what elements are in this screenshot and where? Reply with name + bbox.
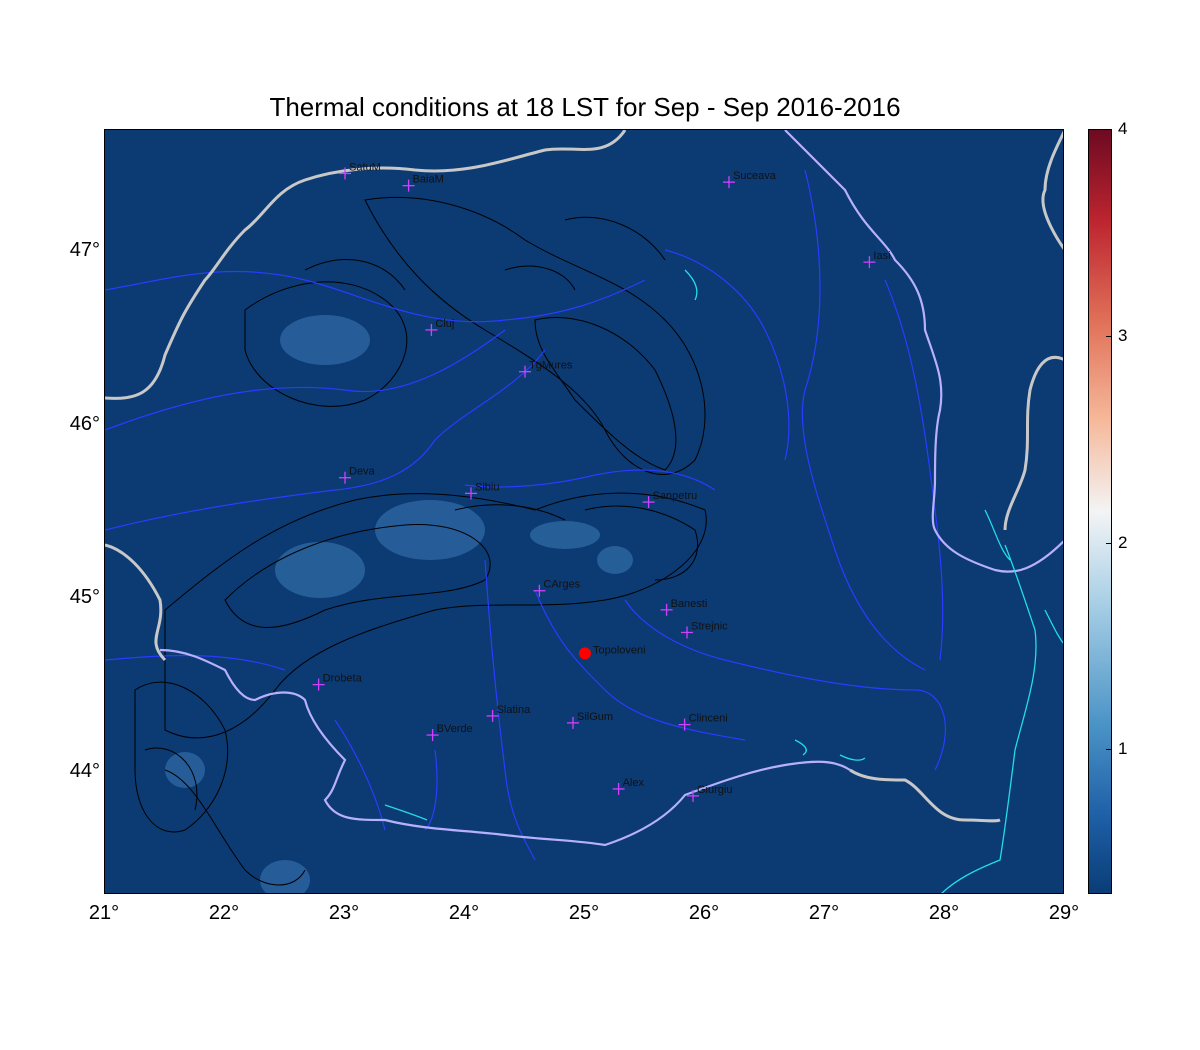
map-title: Thermal conditions at 18 LST for Sep - S…	[269, 92, 901, 122]
colorbar-tick	[1106, 749, 1112, 751]
station-label: Clinceni	[689, 713, 728, 725]
x-tick-label: 24°	[448, 902, 480, 924]
station-deva: Deva	[339, 466, 376, 484]
station-bverde: BVerde	[426, 723, 473, 742]
colorbar-tick	[1106, 335, 1112, 337]
station-strejnic: Strejnic	[681, 620, 728, 639]
station-drobeta: Drobeta	[312, 673, 363, 691]
station-label: Alex	[623, 777, 645, 789]
station-baiam: BaiaM	[402, 174, 444, 192]
station-label: Giurgiu	[697, 784, 732, 796]
station-sanpetru: Sanpetru	[642, 490, 698, 509]
station-slatina: Slatina	[486, 704, 532, 722]
station-suceava: Suceava	[723, 170, 777, 189]
y-tick-label: 45°	[69, 586, 100, 609]
x-tick-label: 25°	[568, 902, 600, 924]
station-cluj: Cluj	[425, 318, 454, 336]
colorbar-tick-label: 2	[1118, 532, 1128, 552]
colorbar-tick-label: 1	[1118, 739, 1128, 759]
x-tick-label: 29°	[1048, 902, 1080, 924]
station-label: Slatina	[497, 704, 532, 716]
map-canvas: SatuM BaiaM Suceava Iasi Cluj TgMures Deva Sibi…	[105, 130, 1063, 893]
rivers	[105, 169, 946, 861]
station-satum: SatuM	[339, 161, 381, 180]
x-tick-label: 21°	[88, 902, 120, 924]
station-label: TgMures	[529, 360, 573, 372]
station-label: CArges	[543, 579, 580, 591]
y-tick-label: 47°	[69, 238, 100, 261]
x-tick-label: 28°	[928, 902, 960, 924]
station-label: BVerde	[437, 723, 473, 735]
station-tgmures: TgMures	[519, 360, 573, 378]
station-banesti: Banesti	[660, 598, 708, 616]
colorbar-tick-label: 4	[1118, 119, 1128, 138]
y-tick-label: 44°	[69, 760, 100, 783]
station-sibiu: Sibiu	[465, 481, 499, 500]
map-background	[105, 130, 1063, 893]
romania-border	[159, 130, 1063, 847]
station-clinceni: Clinceni	[678, 713, 728, 731]
station-label: Drobeta	[323, 673, 363, 685]
x-tick-label: 23°	[328, 902, 360, 924]
coastline	[384, 269, 1063, 893]
x-tick-label: 27°	[808, 902, 840, 924]
station-label: Cluj	[435, 318, 454, 330]
station-label: Sanpetru	[653, 490, 698, 502]
highlight-dot	[579, 647, 591, 660]
country-borders	[105, 130, 1063, 823]
station-silgum: SilGum	[567, 711, 613, 729]
colorbar-tick-label: 3	[1118, 325, 1128, 345]
terrain-contours	[134, 196, 707, 886]
station-carges: CArges	[533, 579, 581, 597]
station-alex: Alex	[612, 777, 645, 795]
x-tick-label: 22°	[208, 902, 240, 924]
station-label: Banesti	[671, 598, 708, 610]
highlight-label: Topoloveni	[593, 644, 646, 656]
station-iasi: Iasi	[863, 250, 891, 269]
station-label: Sibiu	[475, 481, 499, 493]
station-label: Suceava	[733, 170, 777, 182]
station-label: Strejnic	[691, 620, 728, 632]
station-giurgiu: Giurgiu	[687, 784, 732, 802]
station-label: SilGum	[577, 711, 613, 723]
colorbar	[1088, 129, 1112, 894]
station-markers: SatuM BaiaM Suceava Iasi Cluj TgMures Deva Sibi…	[312, 161, 891, 802]
station-label: Deva	[349, 466, 376, 478]
colorbar-tick	[1106, 542, 1112, 544]
highlight-marker: Topoloveni	[579, 644, 646, 660]
colorbar-tick	[1106, 129, 1112, 130]
station-label: BaiaM	[413, 174, 444, 186]
map-panel: SatuM BaiaM Suceava Iasi Cluj TgMures Deva Sibi…	[104, 129, 1064, 894]
y-tick-label: 46°	[69, 412, 100, 435]
station-label: Iasi	[873, 250, 890, 262]
station-label: SatuM	[349, 161, 381, 173]
x-tick-label: 26°	[688, 902, 720, 924]
